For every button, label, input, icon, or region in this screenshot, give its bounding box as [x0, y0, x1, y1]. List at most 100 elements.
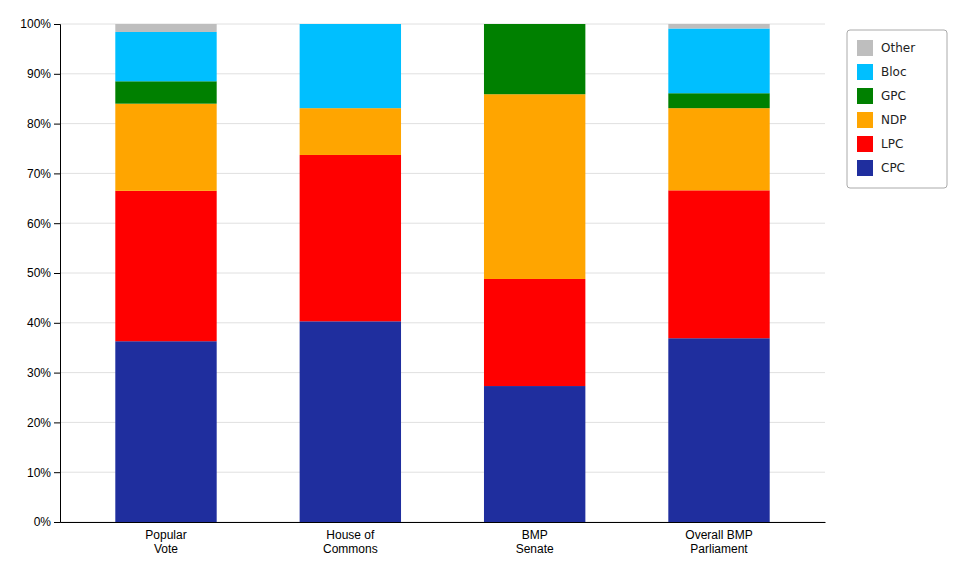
y-tick-mark: [54, 124, 60, 125]
bar-segment: [484, 24, 585, 25]
y-tick-label: 80%: [27, 117, 51, 131]
x-tick: Overall BMPParliament: [685, 522, 752, 556]
y-tick-mark: [54, 422, 60, 423]
y-tick-mark: [54, 273, 60, 274]
legend-item: GPC: [857, 88, 906, 104]
bar-segment: [668, 24, 769, 28]
y-tick-label: 100%: [20, 17, 51, 31]
y-tick-label: 10%: [27, 466, 51, 480]
bar-segment: [115, 104, 216, 191]
y-tick-mark: [54, 24, 60, 25]
series: [115, 94, 769, 279]
y-tick-mark: [54, 522, 60, 523]
legend-swatch: [857, 136, 873, 152]
legend-swatch: [857, 160, 873, 176]
y-tick-mark: [54, 323, 60, 324]
legend-item: NDP: [857, 112, 906, 128]
x-tick-label-line: BMP: [522, 528, 548, 542]
bar-segment: [115, 191, 216, 341]
bar-segment: [300, 108, 401, 155]
bar-segment: [484, 24, 585, 25]
y-tick: 40%: [27, 316, 60, 330]
bar-segment: [115, 24, 216, 32]
bar-segment: [300, 155, 401, 321]
legend-item: LPC: [857, 136, 903, 152]
bar-segment: [484, 279, 585, 386]
legend-label: LPC: [881, 137, 903, 151]
x-tick-label-line: Vote: [154, 542, 178, 556]
legend-label: Bloc: [881, 65, 907, 79]
bar-segment: [115, 81, 216, 103]
legend-label: Other: [881, 41, 915, 55]
grid: [60, 24, 825, 522]
bar-segment: [300, 24, 401, 108]
x-tick-label-line: House of: [326, 528, 375, 542]
x-tick-label: BMPSenate: [516, 528, 554, 556]
bar-segment: [484, 94, 585, 279]
x-tick-label-line: Popular: [145, 528, 186, 542]
legend-swatch: [857, 40, 873, 56]
y-tick-label: 40%: [27, 316, 51, 330]
bars: [115, 24, 769, 522]
y-tick-label: 70%: [27, 167, 51, 181]
x-tick-label-line: Parliament: [690, 542, 748, 556]
bar-segment: [668, 93, 769, 108]
y-tick-mark: [54, 223, 60, 224]
x-tick-label: PopularVote: [145, 528, 186, 556]
bar-segment: [668, 108, 769, 190]
x-tick-label-line: Commons: [323, 542, 378, 556]
bar-segment: [668, 338, 769, 522]
legend-swatch: [857, 88, 873, 104]
y-tick-label: 50%: [27, 266, 51, 280]
legend-item: CPC: [857, 160, 905, 176]
bar-segment: [115, 341, 216, 522]
y-tick: 20%: [27, 416, 60, 430]
y-tick: 0%: [34, 515, 60, 529]
y-tick: 80%: [27, 117, 60, 131]
bar-segment: [300, 321, 401, 522]
legend-frame: [847, 30, 947, 188]
y-tick-label: 0%: [34, 515, 52, 529]
x-tick-label-line: Senate: [516, 542, 554, 556]
x-tick-label: Overall BMPParliament: [685, 528, 752, 556]
x-tick: PopularVote: [145, 522, 186, 556]
legend-label: CPC: [881, 161, 905, 175]
x-tick-label: House ofCommons: [323, 528, 378, 556]
legend: Other Bloc GPC NDP LPC CPC: [847, 30, 947, 188]
y-tick-label: 30%: [27, 366, 51, 380]
y-axis: 0% 10% 20% 30% 40% 50% 60% 70% 80% 90% 100%: [20, 17, 60, 529]
y-tick: 70%: [27, 167, 60, 181]
y-tick-label: 20%: [27, 416, 51, 430]
legend-item: Other: [857, 40, 915, 56]
bar-segment: [484, 386, 585, 522]
y-tick: 60%: [27, 217, 60, 231]
y-tick: 90%: [27, 67, 60, 81]
y-tick-label: 90%: [27, 67, 51, 81]
bar-segment: [668, 190, 769, 338]
series: [115, 24, 769, 32]
legend-label: GPC: [881, 89, 906, 103]
series: [115, 24, 769, 108]
x-axis-line: [61, 522, 826, 523]
legend-swatch: [857, 64, 873, 80]
series: [115, 321, 769, 522]
legend-item: Bloc: [857, 64, 907, 80]
bar-segment: [484, 24, 585, 94]
x-axis: PopularVote House ofCommons BMPSenate Overa…: [61, 522, 826, 556]
y-tick: 30%: [27, 366, 60, 380]
plot: 0% 10% 20% 30% 40% 50% 60% 70% 80% 90% 100% Popular…: [20, 17, 825, 556]
chart: 0% 10% 20% 30% 40% 50% 60% 70% 80% 90% 100% Popular…: [0, 0, 975, 584]
bar-segment: [668, 28, 769, 93]
y-tick: 50%: [27, 266, 60, 280]
x-tick: BMPSenate: [516, 522, 554, 556]
bar-segment: [115, 32, 216, 81]
y-tick-mark: [54, 472, 60, 473]
legend-swatch: [857, 112, 873, 128]
y-tick: 100%: [20, 17, 60, 31]
y-tick-label: 60%: [27, 217, 51, 231]
y-tick-mark: [54, 173, 60, 174]
bar-segment: [300, 24, 401, 25]
y-tick-mark: [54, 74, 60, 75]
y-tick: 10%: [27, 466, 60, 480]
series: [115, 24, 769, 108]
